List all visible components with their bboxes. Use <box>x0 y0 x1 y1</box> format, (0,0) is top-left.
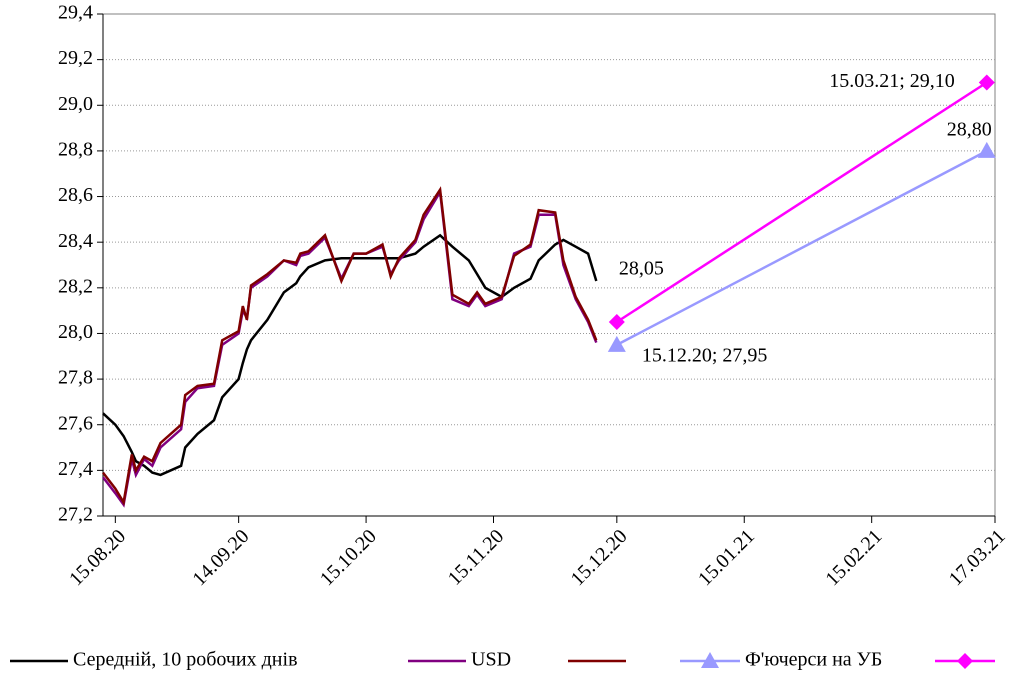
triangle-marker <box>607 335 626 352</box>
y-tick-label: 28,2 <box>58 275 93 297</box>
series-line <box>616 81 988 324</box>
y-tick-label: 27,8 <box>58 367 93 389</box>
diamond-marker <box>978 74 995 91</box>
y-tick-label: 28,6 <box>58 184 93 206</box>
x-tick-label: 14.09.20 <box>188 525 253 590</box>
y-tick-label: 29,2 <box>58 47 93 69</box>
diamond-marker <box>957 653 973 669</box>
y-tick-label: 27,4 <box>58 458 93 480</box>
legend-label: Ф'ючерси на УБ <box>745 649 882 671</box>
x-tick-label: 15.01.21 <box>694 525 759 590</box>
data-label: 28,80 <box>947 119 992 141</box>
x-tick-label: 15.10.20 <box>316 525 381 590</box>
x-tick-label: 15.08.20 <box>65 525 130 590</box>
series-line <box>616 149 988 347</box>
series-line <box>102 233 598 477</box>
x-tick-label: 15.11.20 <box>444 525 509 590</box>
y-tick-label: 28,4 <box>58 230 93 252</box>
data-label: 15.03.21; 29,10 <box>829 70 955 92</box>
triangle-marker <box>701 652 719 668</box>
y-tick-label: 27,6 <box>58 412 93 434</box>
y-tick-label: 29,0 <box>58 93 93 115</box>
series-line <box>102 186 598 506</box>
x-tick-label: 15.12.20 <box>567 525 632 590</box>
legend-label: USD <box>471 649 511 671</box>
diamond-marker <box>608 314 625 331</box>
legend-label: Середній, 10 робочих днів <box>73 649 298 671</box>
y-tick-label: 28,8 <box>58 139 93 161</box>
data-label: 28,05 <box>619 258 664 280</box>
data-label: 15.12.20; 27,95 <box>642 344 768 366</box>
x-tick-label: 15.02.21 <box>821 525 886 590</box>
plot-frame <box>102 13 996 517</box>
y-tick-label: 28,0 <box>58 321 93 343</box>
triangle-marker <box>977 141 996 158</box>
y-tick-label: 27,2 <box>58 504 93 526</box>
y-tick-label: 29,4 <box>58 2 93 24</box>
x-tick-label: 17.03.21 <box>945 525 1010 590</box>
